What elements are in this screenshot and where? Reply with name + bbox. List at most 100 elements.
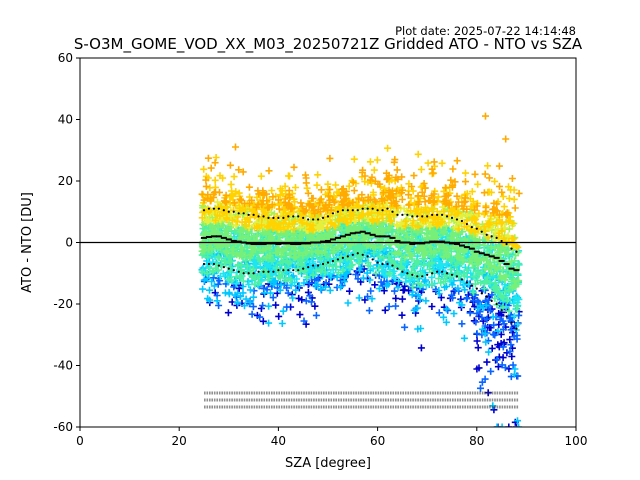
upper-band-marker [426,215,429,218]
upper-band-marker [257,215,260,218]
lower-band-marker [371,258,374,261]
upper-band-marker [480,230,483,233]
lower-band-marker [515,327,518,330]
upper-band-marker [351,209,354,212]
lower-band-marker [217,264,220,267]
upper-band-marker [436,213,439,216]
plot-date-label: Plot date: 2025-07-22 14:14:48 [395,24,576,38]
upper-band-marker [307,218,310,221]
lower-band-marker [222,266,225,269]
lower-band-marker [376,261,379,264]
lower-band-marker [267,270,270,273]
upper-band-marker [247,213,250,216]
upper-band-marker [277,216,280,219]
scatter-points [198,112,523,427]
upper-band-marker [361,207,364,210]
lower-band-marker [436,270,439,273]
lower-band-marker [346,255,349,258]
upper-band-marker [431,213,434,216]
lower-band-marker [485,295,488,298]
lower-band-marker [326,261,330,264]
x-tick-label: 0 [76,434,84,448]
lower-band-marker [237,270,240,273]
upper-band-marker [475,227,478,230]
upper-band-marker [237,212,240,215]
lower-band-marker [257,270,260,273]
upper-band-marker [455,218,459,221]
lower-band-marker [396,267,399,270]
lower-band-marker [445,272,449,275]
lower-band-marker [455,275,459,278]
lower-band-marker [247,272,250,275]
y-tick-label: -40 [53,359,73,373]
upper-band-marker [312,218,315,221]
upper-band-marker [450,216,454,219]
lower-band-marker [401,270,404,273]
chart-title: S-O3M_GOME_VOD_XX_M03_20250721Z Gridded … [74,35,583,54]
lower-band-marker [302,267,305,270]
y-axis-label: ATO - NTO [DU] [20,192,35,293]
upper-band-marker [515,250,518,253]
lower-band-marker [366,255,369,258]
lower-band-marker [480,292,483,295]
lower-band-marker [321,262,325,266]
upper-band-marker [411,215,414,218]
upper-band-marker [331,212,335,215]
lower-band-marker [460,278,464,281]
lower-band-marker [465,281,468,284]
lower-band-marker [262,270,265,273]
upper-band-marker [202,209,206,212]
upper-band-marker [232,210,235,213]
lower-band-marker [500,309,503,312]
upper-band-marker [510,247,513,250]
lower-band-marker [227,267,230,270]
lower-band-marker [336,258,340,261]
upper-band-marker [297,215,300,218]
lower-band-marker [292,269,295,272]
lower-band-marker [431,272,434,275]
upper-band-marker [421,215,424,218]
upper-band-marker [500,239,503,243]
upper-band-marker [396,213,399,216]
lower-band-marker [252,272,255,275]
lower-band-marker [361,253,364,256]
x-axis: 0 20 40 60 80 100 [76,427,587,448]
y-tick-label: -20 [53,297,73,311]
x-axis-label: SZA [degree] [285,456,371,471]
y-tick-label: 20 [58,174,73,188]
lower-band-marker [490,299,493,303]
upper-band-marker [346,209,349,212]
lower-band-marker [381,262,384,266]
upper-band-marker [371,207,374,210]
lower-band-marker [440,270,444,273]
upper-band-marker [440,213,444,216]
upper-band-marker [485,233,488,236]
lower-band-marker [450,273,454,276]
lower-band-marker [297,269,300,272]
lower-band-marker [202,262,206,266]
upper-band-marker [267,216,270,219]
lower-band-marker [287,269,290,272]
lower-band-marker [242,272,245,275]
upper-band-marker [376,209,379,212]
lower-band-marker [356,252,359,255]
upper-band-marker [252,213,255,216]
upper-band-marker [321,216,325,219]
upper-band-marker [217,207,220,210]
upper-band-marker [495,236,498,239]
lower-band-marker [505,315,508,318]
lower-band-marker [475,287,478,290]
count-annotations [204,391,519,409]
upper-band-marker [470,226,473,229]
upper-band-marker [212,207,216,210]
y-tick-label: -60 [53,420,73,434]
upper-band-marker [416,215,419,218]
lower-band-marker [331,259,335,263]
lower-band-marker [510,321,513,324]
x-tick-label: 100 [565,434,588,448]
upper-band-marker [460,219,464,223]
lower-band-marker [470,284,473,287]
upper-band-marker [316,218,320,221]
upper-band-marker [366,207,369,210]
